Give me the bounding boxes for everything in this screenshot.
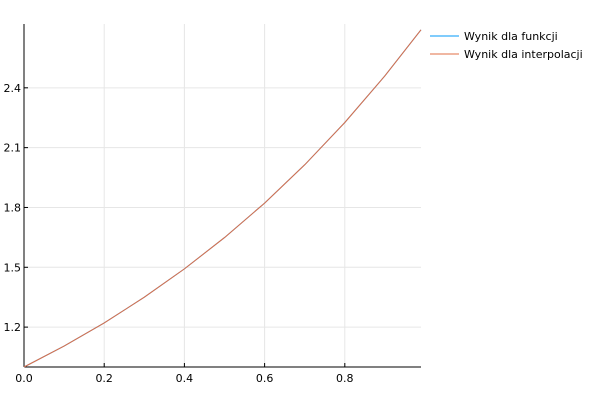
x-tick-label: 0.4 [176, 372, 194, 385]
legend-label-2: Wynik dla interpolacji [464, 48, 583, 61]
grid [24, 24, 421, 367]
series-lines [23, 29, 422, 368]
y-tick-label: 1.8 [4, 201, 22, 214]
y-tick-label: 2.1 [4, 142, 22, 155]
legend: Wynik dla funkcji Wynik dla interpolacji [427, 24, 597, 68]
y-tick-label: 2.4 [4, 82, 22, 95]
axes [23, 24, 421, 368]
series-line-2 [23, 29, 422, 368]
y-tick-label: 1.2 [4, 321, 22, 334]
y-tick-label: 1.5 [4, 261, 22, 274]
x-tick-label: 0.8 [336, 372, 354, 385]
legend-label-1: Wynik dla funkcji [464, 30, 558, 43]
x-tick-label: 0.6 [256, 372, 274, 385]
x-tick-label: 0.0 [15, 372, 33, 385]
legend-box [427, 24, 597, 68]
tick-labels: 0.0 0.2 0.4 0.6 0.8 1.2 1.5 1.8 2.1 2.4 [4, 82, 354, 385]
x-tick-label: 0.2 [95, 372, 113, 385]
